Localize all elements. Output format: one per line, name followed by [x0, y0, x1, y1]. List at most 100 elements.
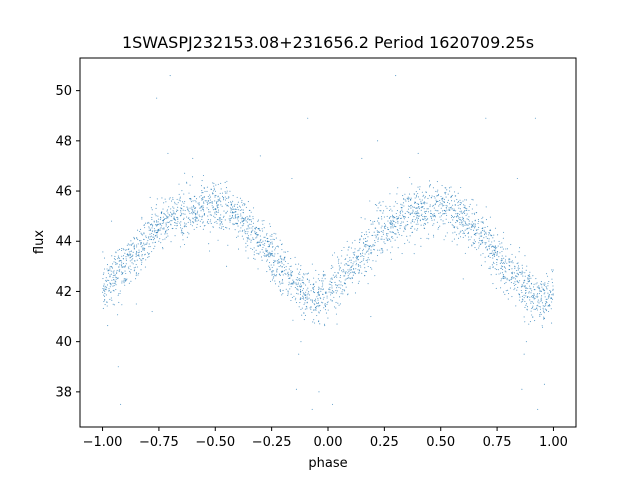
data-point	[128, 254, 130, 256]
data-point	[289, 283, 291, 285]
data-point	[463, 204, 465, 206]
data-point	[421, 199, 423, 201]
data-point	[147, 222, 149, 224]
data-point	[360, 253, 362, 255]
data-point	[503, 277, 505, 280]
data-point	[456, 216, 458, 218]
data-point	[236, 223, 239, 225]
data-point	[229, 211, 231, 213]
data-point	[188, 217, 190, 219]
data-point	[241, 235, 243, 237]
data-point	[518, 299, 520, 301]
data-point	[364, 237, 367, 240]
data-point	[220, 188, 222, 190]
data-point	[456, 219, 458, 222]
data-point	[102, 273, 104, 275]
data-point	[339, 303, 341, 305]
data-point	[345, 278, 347, 280]
data-point	[337, 256, 339, 258]
data-point	[387, 227, 389, 229]
data-point	[314, 304, 316, 306]
data-point	[499, 252, 501, 254]
data-point	[133, 245, 135, 248]
data-point	[534, 297, 536, 300]
data-point	[351, 277, 354, 279]
data-point	[390, 231, 392, 233]
data-point	[500, 280, 502, 282]
data-point	[246, 228, 248, 230]
data-point	[501, 272, 503, 274]
data-point	[396, 215, 398, 218]
data-point	[390, 222, 392, 225]
data-point	[219, 224, 221, 226]
data-point	[454, 231, 456, 233]
data-point	[206, 222, 208, 224]
data-point	[480, 221, 482, 223]
data-point	[209, 211, 211, 213]
data-point	[516, 263, 518, 265]
data-point	[140, 242, 142, 244]
data-point	[318, 291, 320, 294]
data-point	[431, 195, 433, 197]
data-point	[469, 227, 471, 229]
data-point	[149, 236, 151, 238]
data-point	[240, 218, 242, 220]
data-point	[425, 211, 427, 213]
data-point	[297, 279, 299, 281]
data-point	[407, 198, 410, 200]
data-point	[202, 197, 204, 199]
data-point	[392, 223, 394, 225]
data-point	[234, 223, 236, 225]
data-point	[218, 217, 220, 219]
data-point	[532, 295, 534, 297]
data-point	[519, 271, 521, 273]
data-point	[118, 293, 120, 295]
data-point	[344, 290, 346, 292]
data-point	[113, 274, 116, 276]
data-point	[443, 198, 445, 200]
data-point	[473, 239, 475, 241]
data-point	[473, 243, 475, 245]
data-point	[157, 221, 159, 223]
data-point	[240, 222, 242, 224]
data-point	[168, 206, 170, 208]
data-point	[330, 299, 332, 301]
data-point	[335, 292, 337, 294]
data-point	[335, 313, 338, 315]
data-point	[401, 235, 403, 237]
data-point	[134, 238, 136, 240]
data-point	[466, 209, 468, 211]
data-point	[307, 294, 309, 296]
data-point	[321, 301, 323, 303]
data-point	[329, 280, 331, 282]
data-point	[152, 242, 154, 244]
data-point	[478, 242, 480, 244]
data-point	[123, 266, 125, 268]
data-point	[273, 239, 275, 241]
data-point	[333, 306, 336, 308]
data-point	[236, 196, 238, 198]
data-point	[400, 203, 402, 205]
data-point	[426, 237, 428, 239]
data-point	[123, 279, 125, 281]
data-point	[168, 198, 170, 200]
data-point	[353, 267, 355, 270]
data-point	[438, 205, 440, 207]
data-point	[145, 237, 147, 239]
data-point	[533, 292, 535, 295]
data-point	[139, 257, 141, 260]
data-point	[121, 280, 123, 282]
data-point	[450, 208, 452, 210]
data-point	[150, 224, 152, 226]
data-point	[494, 252, 496, 254]
data-point	[141, 218, 143, 220]
data-point	[525, 289, 527, 292]
data-point	[201, 192, 203, 194]
data-point	[439, 225, 441, 227]
data-point	[331, 403, 334, 405]
data-point	[248, 209, 250, 211]
data-point	[187, 209, 189, 211]
data-point	[326, 292, 328, 294]
data-point	[331, 265, 333, 267]
data-point	[109, 269, 111, 271]
